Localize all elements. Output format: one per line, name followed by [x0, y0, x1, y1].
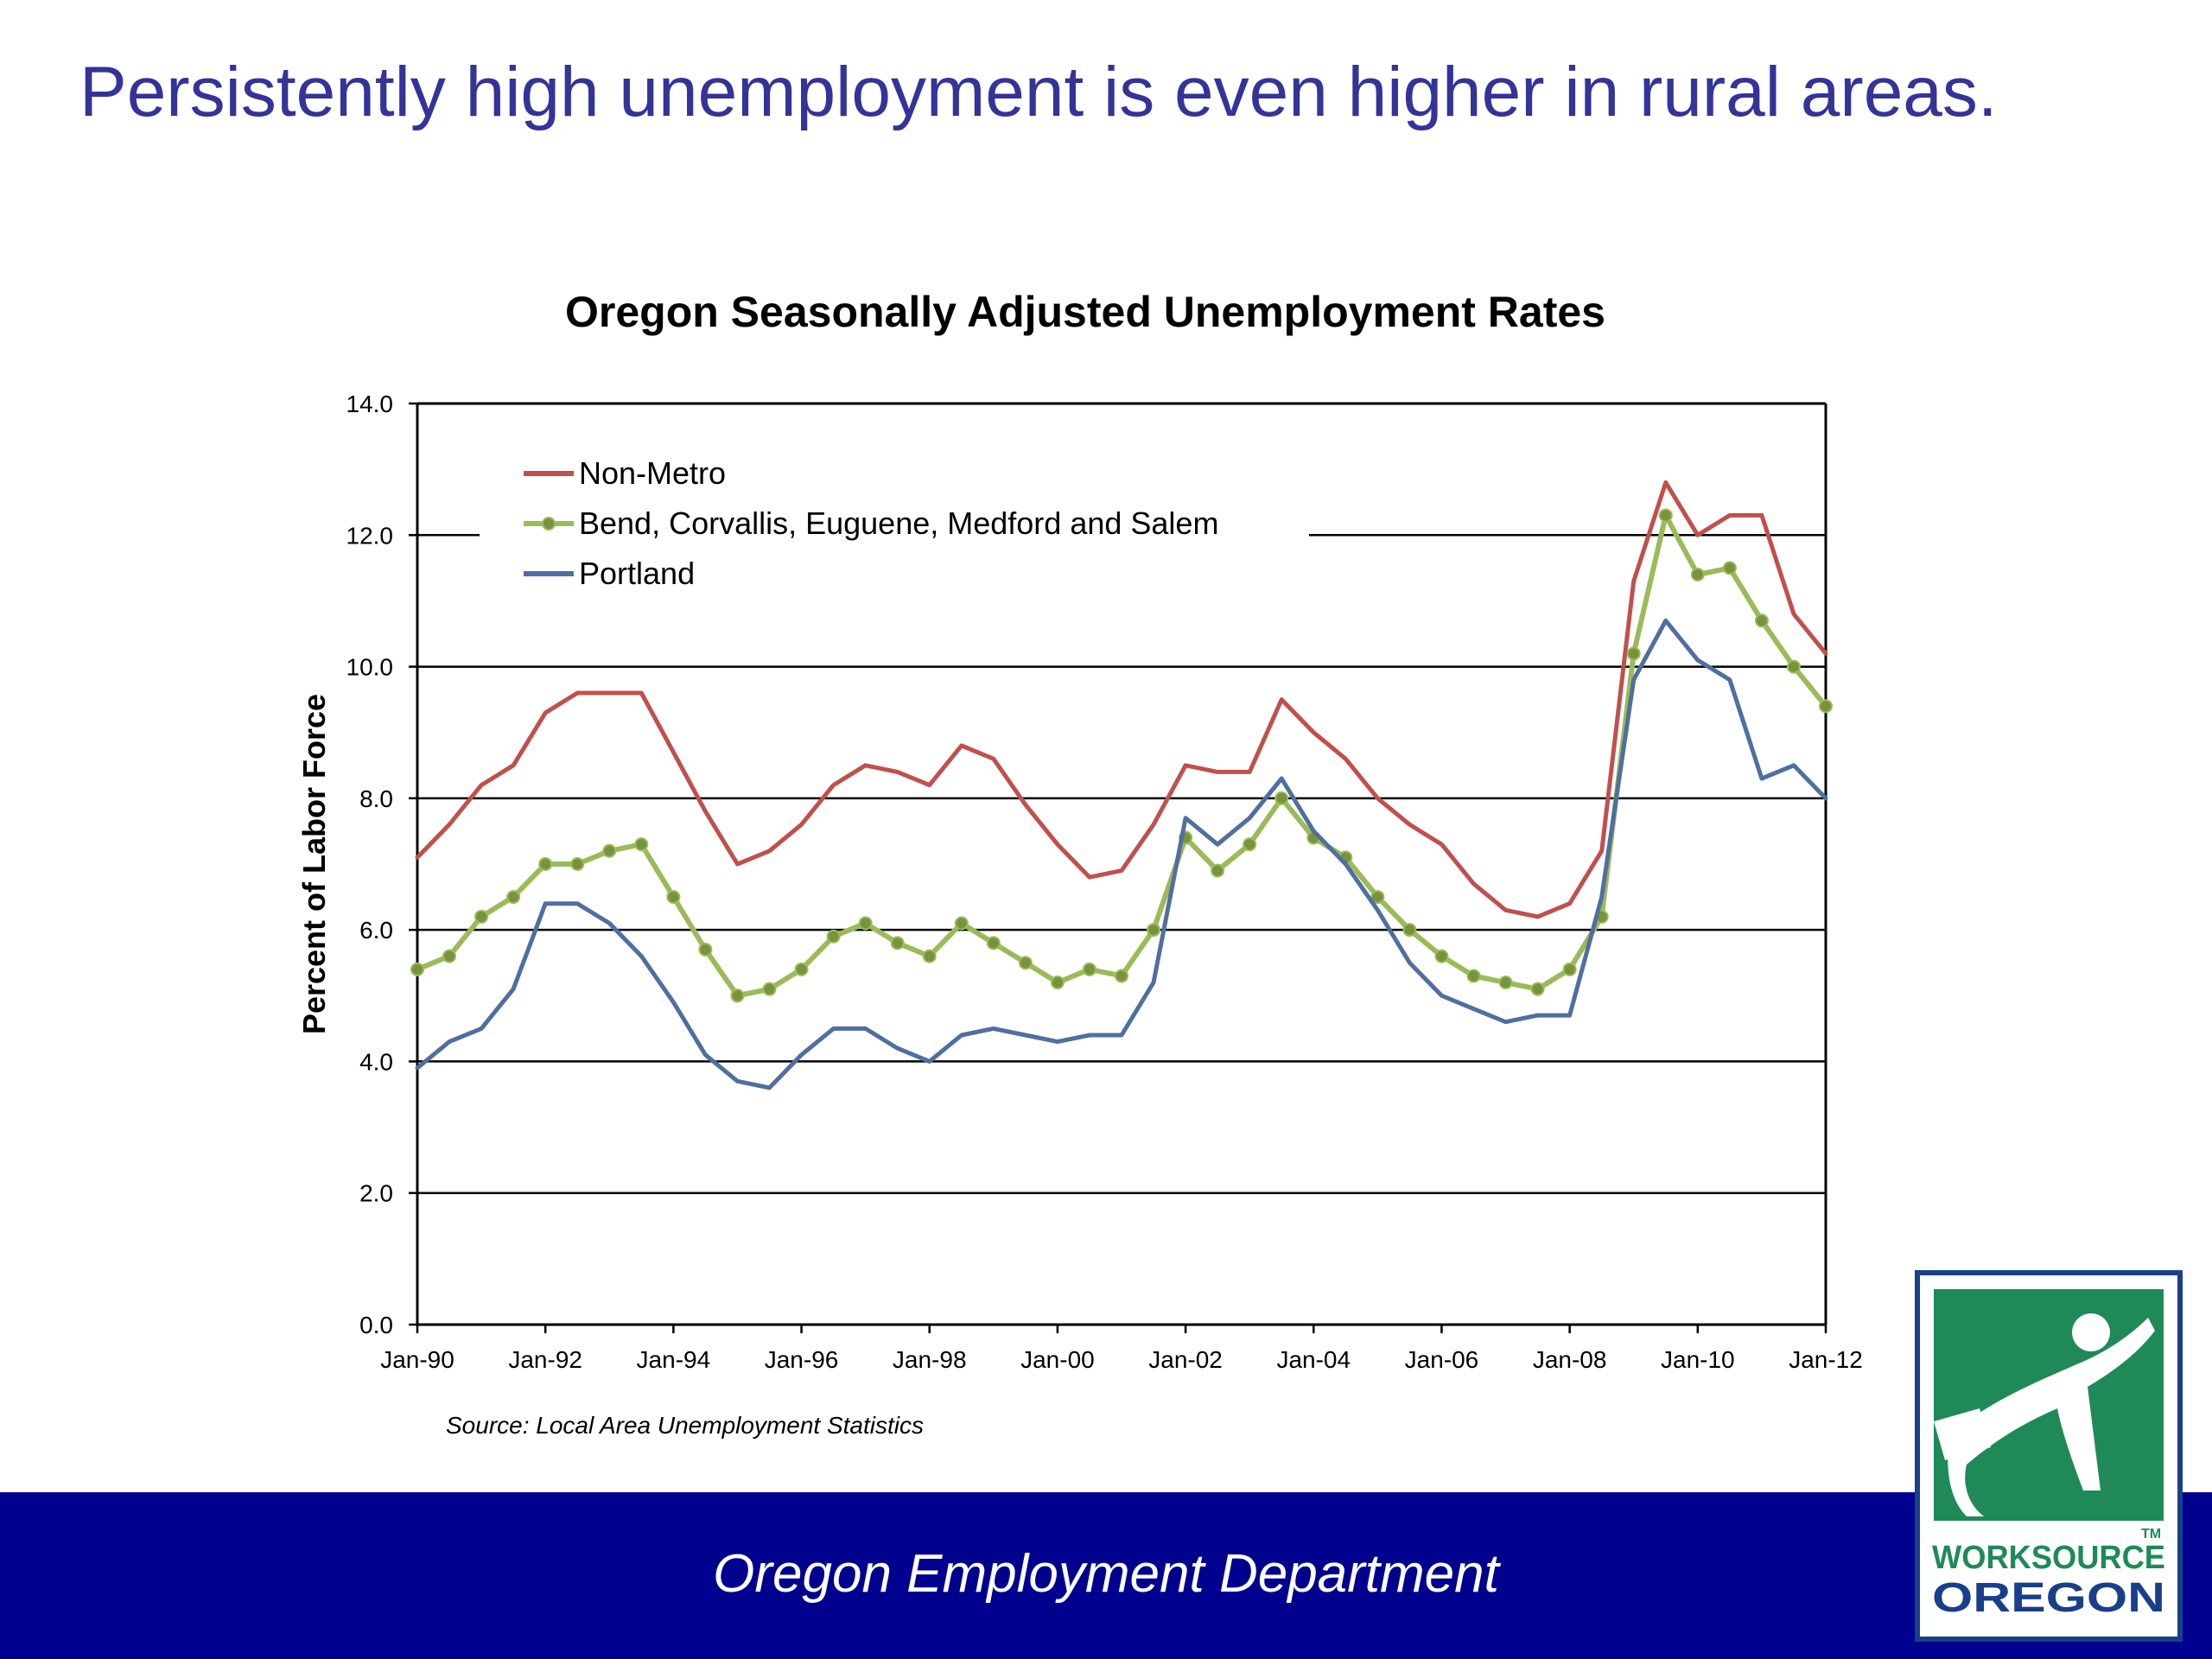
- series-point: [1626, 646, 1641, 661]
- legend-marker: [542, 517, 556, 531]
- y-axis-label: Percent of Labor Force: [296, 694, 332, 1034]
- x-tick-label: Jan-98: [893, 1346, 967, 1373]
- series-line-2: [415, 618, 1828, 1090]
- y-tick-label: 2.0: [359, 1180, 393, 1207]
- series-point: [1402, 923, 1417, 938]
- y-tick-label: 8.0: [359, 785, 393, 812]
- x-tick-label: Jan-04: [1276, 1346, 1351, 1373]
- footer-text: Oregon Employment Department: [713, 1544, 1499, 1604]
- series-point: [986, 936, 1001, 950]
- series-point: [474, 909, 489, 924]
- logo-line1: WORKSOURCE: [1932, 1540, 2165, 1576]
- legend-label: Non-Metro: [579, 455, 726, 491]
- source-note: Source: Local Area Unemployment Statisti…: [446, 1412, 924, 1439]
- y-tick-label: 10.0: [346, 654, 394, 681]
- series-point: [1082, 962, 1096, 976]
- series-point: [1819, 699, 1833, 714]
- series-point: [538, 857, 553, 871]
- unemployment-line-chart: 0.0 2.0 4.0 6.0 8.0 10.0 12.0 14.0 Jan-90 Jan-92…: [296, 288, 1863, 1439]
- series-point: [922, 949, 937, 963]
- series-point: [442, 949, 457, 963]
- y-tick-label: 12.0: [346, 522, 394, 549]
- logo-tm: TM: [2141, 1527, 2161, 1541]
- legend-label: Bend, Corvallis, Euguene, Medford and Sa…: [579, 505, 1218, 541]
- y-tick-label: 6.0: [359, 917, 393, 944]
- x-tick-label: Jan-08: [1533, 1346, 1607, 1373]
- series-point: [410, 962, 424, 976]
- x-tick-label: Jan-06: [1405, 1346, 1479, 1373]
- series-point: [698, 942, 713, 957]
- series-point: [1562, 962, 1577, 976]
- series-point: [1786, 659, 1801, 674]
- series-point: [570, 857, 585, 871]
- y-tick-label: 4.0: [359, 1048, 393, 1075]
- series-point: [1370, 890, 1385, 905]
- logo-line2: OREGON: [1932, 1575, 2165, 1621]
- legend-background: [480, 442, 1309, 602]
- series-point: [1754, 613, 1769, 628]
- series-point: [1050, 976, 1065, 990]
- x-tick-label: Jan-02: [1148, 1346, 1223, 1373]
- gridlines: [417, 534, 1826, 1194]
- series-point: [1498, 976, 1513, 990]
- series-lines: [410, 480, 1833, 1090]
- x-tick-labels: Jan-90 Jan-92 Jan-94 Jan-96 Jan-98 Jan-00 Jan-…: [380, 1325, 1863, 1373]
- series-point: [1274, 791, 1289, 805]
- series-point: [1115, 969, 1128, 983]
- series-point: [858, 916, 873, 931]
- x-tick-label: Jan-12: [1789, 1346, 1863, 1373]
- chart-title: Oregon Seasonally Adjusted Unemployment …: [565, 288, 1605, 336]
- x-tick-label: Jan-94: [637, 1346, 711, 1373]
- series-point: [602, 843, 617, 858]
- series-point: [794, 962, 809, 976]
- series-point: [634, 837, 649, 852]
- series-point: [1211, 863, 1225, 878]
- x-tick-label: Jan-96: [765, 1346, 839, 1373]
- legend: Non-Metro Bend, Corvallis, Euguene, Medfo…: [524, 455, 1218, 591]
- y-tick-labels: 0.0 2.0 4.0 6.0 8.0 10.0 12.0 14.0: [346, 391, 417, 1338]
- legend-label: Portland: [579, 556, 695, 591]
- x-tick-label: Jan-10: [1661, 1346, 1735, 1373]
- y-tick-label: 0.0: [359, 1312, 393, 1338]
- x-tick-label: Jan-90: [380, 1346, 454, 1373]
- series-point: [762, 982, 777, 996]
- axes: [416, 402, 1827, 1326]
- series-point: [1722, 561, 1737, 575]
- series-point: [1530, 982, 1545, 996]
- footer-bar: [0, 1492, 2212, 1659]
- series-point: [730, 988, 745, 1003]
- series-point: [954, 916, 969, 931]
- series-point: [826, 929, 841, 944]
- worksource-oregon-logo: TM WORKSOURCE OREGON: [1915, 1270, 2183, 1642]
- series-point: [1434, 949, 1449, 963]
- series-point: [1147, 923, 1161, 938]
- series-point: [1243, 837, 1257, 852]
- series-point: [890, 936, 905, 950]
- x-tick-label: Jan-00: [1020, 1346, 1095, 1373]
- series-point: [1018, 956, 1033, 970]
- series-point: [1658, 508, 1673, 523]
- series-point: [666, 890, 681, 905]
- series-point: [1690, 567, 1705, 582]
- x-tick-label: Jan-92: [508, 1346, 582, 1373]
- series-point: [1466, 969, 1481, 983]
- slide-title: Persistently high unemployment is even h…: [79, 53, 1998, 131]
- y-tick-label: 14.0: [346, 391, 394, 417]
- series-line-0: [415, 480, 1828, 919]
- series-point: [506, 890, 521, 905]
